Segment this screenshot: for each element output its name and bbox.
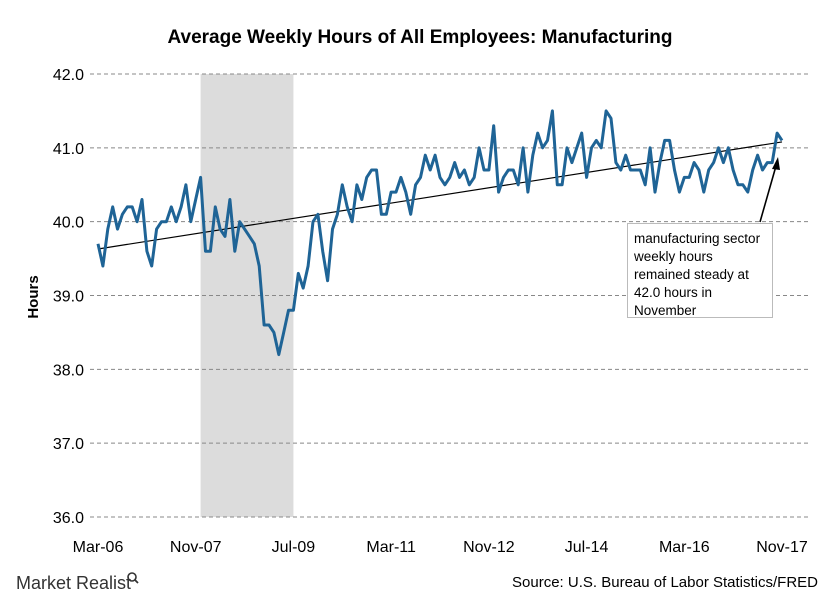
x-tick-label: Nov-17 [756,539,808,556]
y-tick-label: 36.0 [53,510,84,527]
x-tick-label: Nov-12 [463,539,515,556]
annotation-arrow [759,157,780,223]
x-tick-label: Mar-16 [659,539,710,556]
y-tick-label: 38.0 [53,362,84,379]
x-tick-label: Jul-14 [565,539,609,556]
y-tick-label: 37.0 [53,436,84,453]
y-axis-label: Hours [25,275,42,318]
annotation-box: manufacturing sector weekly hours remain… [627,223,773,318]
logo: Market Realist [16,572,139,593]
x-tick-label: Jul-09 [272,539,316,556]
magnifier-icon [127,572,139,584]
source-note: Source: U.S. Bureau of Labor Statistics/… [512,574,818,591]
y-tick-label: 40.0 [53,215,84,232]
x-tick-label: Mar-06 [73,539,124,556]
chart-title: Average Weekly Hours of All Employees: M… [167,27,672,48]
y-tick-label: 39.0 [53,289,84,306]
x-tick-label: Nov-07 [170,539,222,556]
y-tick-label: 42.0 [53,67,84,84]
y-tick-label: 41.0 [53,141,84,158]
logo-text: Market Realist [16,573,131,593]
x-tick-label: Mar-11 [366,539,416,556]
